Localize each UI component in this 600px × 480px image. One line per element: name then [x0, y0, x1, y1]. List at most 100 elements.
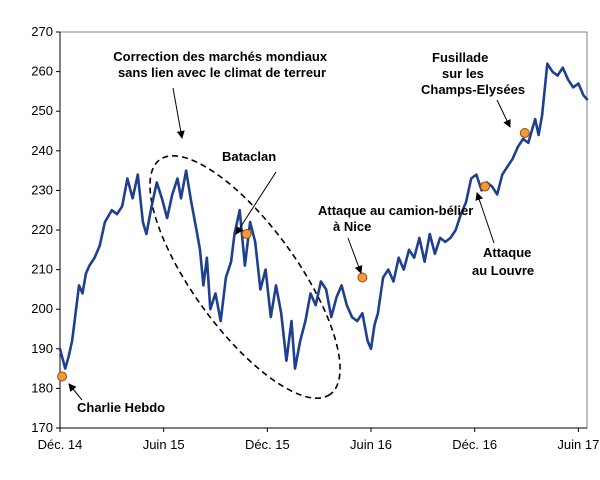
data-point [351, 316, 353, 318]
data-point [392, 280, 395, 283]
data-point [202, 284, 205, 287]
data-point [71, 340, 73, 342]
data-point [314, 304, 317, 307]
data-point [161, 197, 163, 200]
data-point [423, 260, 426, 263]
y-tick-label: 200 [31, 301, 53, 316]
data-point [171, 193, 174, 196]
data-point [206, 256, 208, 259]
data-point [527, 142, 530, 144]
data-point [475, 173, 478, 176]
data-point [382, 276, 384, 279]
data-point [233, 233, 236, 235]
data-point [434, 253, 436, 255]
data-point [460, 213, 462, 215]
data-point [454, 229, 457, 231]
data-point [491, 185, 493, 188]
y-tick-label: 190 [31, 341, 53, 356]
data-point [309, 292, 312, 295]
annotation-champs-line-1: Fusillade [432, 50, 488, 65]
data-point [275, 284, 277, 287]
data-point [199, 249, 201, 251]
annotation-nice: Attaque au camion-bélier à Nice [318, 203, 477, 234]
data-point [85, 272, 87, 275]
data-point [111, 209, 113, 211]
data-point [403, 268, 405, 271]
data-point [214, 292, 217, 295]
data-point [195, 229, 198, 231]
data-point [537, 134, 540, 136]
event-marker [480, 181, 491, 192]
data-point [501, 173, 504, 176]
data-point [142, 221, 144, 223]
data-point [209, 308, 212, 311]
data-point [145, 233, 148, 235]
annotation-correction: Correction des marchés mondiaux sans lie… [113, 49, 330, 80]
annotation-charlie-hebdo: Charlie Hebdo [77, 400, 165, 415]
data-point [572, 86, 574, 89]
data-point [121, 205, 123, 207]
series-group [58, 62, 589, 370]
data-point [280, 312, 283, 315]
annotation-correction-line-1: Correction des marchés mondiaux [113, 49, 328, 64]
annotation-champs-elysees: Fusillade sur les Champs-Elysées [421, 50, 525, 97]
data-point [285, 359, 288, 362]
data-point [88, 264, 91, 267]
annotation-louvre: Attaque au Louvre [472, 245, 535, 278]
annotation-charlie-arrow [68, 383, 83, 401]
data-point [567, 78, 569, 81]
y-tick-label: 250 [31, 103, 53, 118]
data-point [429, 233, 431, 235]
data-point [264, 268, 267, 271]
data-point [577, 82, 580, 85]
data-point [259, 288, 262, 291]
annotation-louvre-line-1: Attaque [483, 245, 531, 260]
x-tick-label: Juin 17 [557, 437, 599, 452]
data-point [219, 320, 222, 322]
data-point [254, 241, 256, 243]
x-tick-label: Juin 15 [143, 437, 185, 452]
data-point [137, 173, 139, 176]
event-marker [57, 371, 68, 382]
event-marker [519, 127, 530, 138]
data-point [59, 348, 61, 350]
data-point [238, 209, 241, 211]
y-axis-ticks: 170 180 190 200 210 220 230 240 250 260 270 [31, 24, 60, 435]
data-point [230, 260, 232, 263]
data-point [582, 94, 585, 97]
data-point [408, 249, 410, 251]
data-point [439, 237, 441, 239]
data-point [340, 284, 343, 287]
data-point [366, 340, 369, 342]
x-tick-label: Déc. 14 [38, 437, 83, 452]
data-point [465, 201, 467, 204]
data-point [64, 367, 66, 370]
data-point [325, 288, 327, 291]
data-point [180, 197, 182, 200]
series-line-0 [58, 62, 589, 370]
x-tick-label: Déc. 15 [245, 437, 290, 452]
data-point [517, 146, 519, 148]
data-point [335, 296, 338, 299]
data-point [270, 316, 272, 318]
annotation-louvre-line-2: au Louvre [472, 263, 534, 278]
x-tick-label: Juin 16 [350, 437, 392, 452]
y-tick-label: 230 [31, 182, 53, 197]
data-point [346, 304, 348, 307]
data-point [534, 118, 536, 120]
data-point [190, 201, 193, 204]
data-point [299, 340, 302, 342]
data-point [530, 130, 533, 132]
data-point [98, 245, 101, 247]
data-point [496, 193, 499, 196]
data-point [320, 280, 322, 283]
data-point [541, 114, 543, 116]
data-point [131, 197, 134, 200]
annotation-correction-arrow [172, 87, 185, 139]
x-tick-label: Déc. 16 [452, 437, 497, 452]
data-point [361, 312, 364, 315]
data-point [356, 320, 359, 322]
data-point [81, 292, 84, 295]
data-point [78, 284, 80, 287]
data-point [93, 256, 96, 259]
